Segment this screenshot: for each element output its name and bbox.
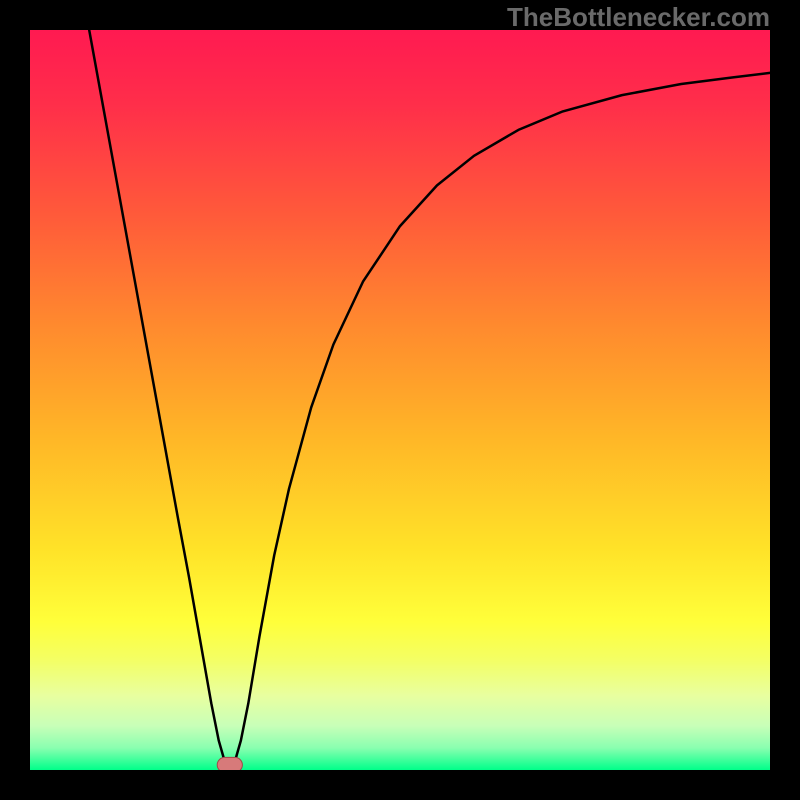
chart-container: TheBottlenecker.com — [0, 0, 800, 800]
gradient-plot — [30, 30, 770, 770]
watermark-text: TheBottlenecker.com — [507, 2, 770, 33]
plot-area — [30, 30, 770, 770]
minimum-marker — [217, 757, 242, 770]
gradient-background — [30, 30, 770, 770]
